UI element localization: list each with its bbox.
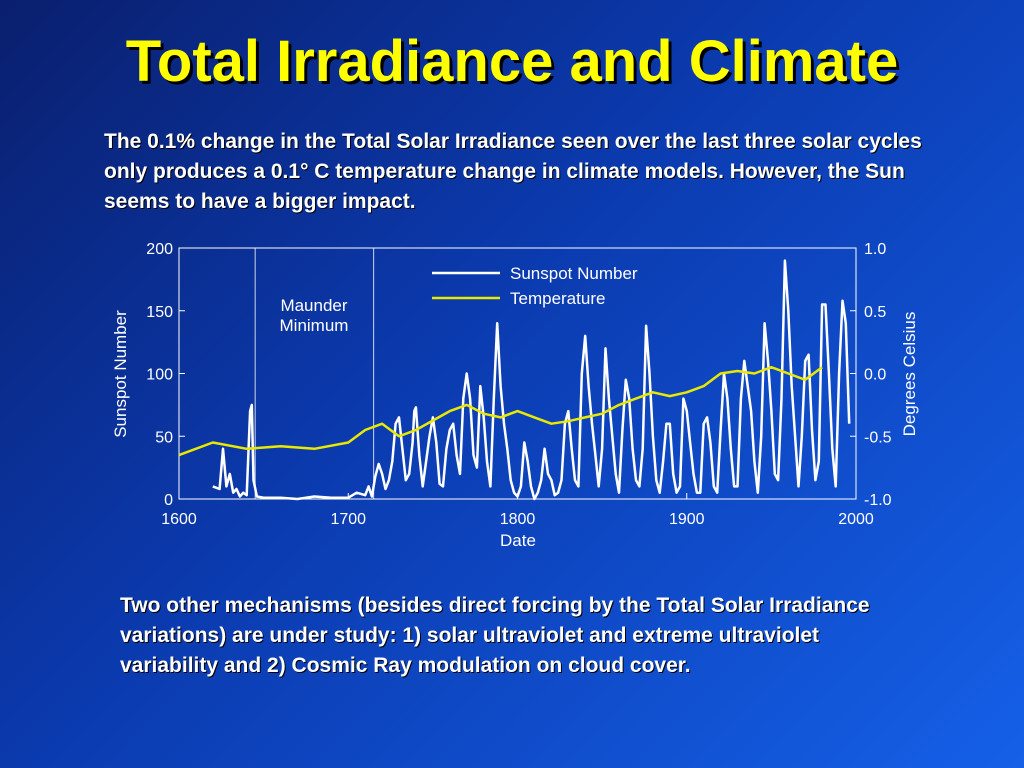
- tick-layer: 1600 1700 1800 1900 2000 0 50 100 150 200 -1.0 -0.5…: [146, 241, 891, 528]
- y-left-tick-label: 0: [164, 492, 173, 509]
- y-left-tick-label: 50: [155, 429, 173, 446]
- maunder-label-line1: Maunder: [280, 296, 347, 315]
- legend-sunspot-label: Sunspot Number: [510, 264, 638, 283]
- series-layer: [178, 259, 851, 501]
- legend-temperature-label: Temperature: [510, 289, 605, 308]
- sunspot-series-line: [212, 259, 851, 501]
- y-right-tick-label: -1.0: [864, 492, 892, 509]
- y-left-tick-label: 200: [146, 241, 173, 258]
- slide-title: Total Irradiance and Climate: [125, 29, 899, 94]
- x-axis-label: Date: [500, 531, 536, 550]
- y-right-axis-label: Degrees Celsius: [900, 312, 919, 437]
- y-right-tick-label: -0.5: [864, 429, 892, 446]
- y-left-axis-label: Sunspot Number: [111, 310, 130, 438]
- intro-paragraph: The 0.1% change in the Total Solar Irrad…: [104, 130, 922, 213]
- x-tick-label: 1800: [500, 511, 536, 528]
- mechanisms-paragraph: Two other mechanisms (besides direct for…: [120, 594, 870, 677]
- x-tick-label: 1700: [330, 511, 366, 528]
- y-right-tick-label: 0.5: [864, 304, 886, 321]
- y-right-tick-label: 0.0: [864, 367, 886, 384]
- x-tick-label: 1900: [669, 511, 705, 528]
- temperature-series-line: [178, 365, 823, 457]
- y-left-tick-label: 150: [146, 304, 173, 321]
- y-right-tick-label: 1.0: [864, 241, 886, 258]
- y-left-tick-label: 100: [146, 367, 173, 384]
- maunder-label-line2: Minimum: [280, 316, 349, 335]
- x-tick-label: 1600: [161, 511, 197, 528]
- maunder-boundary-lines: [254, 248, 375, 499]
- x-tick-label: 2000: [838, 511, 874, 528]
